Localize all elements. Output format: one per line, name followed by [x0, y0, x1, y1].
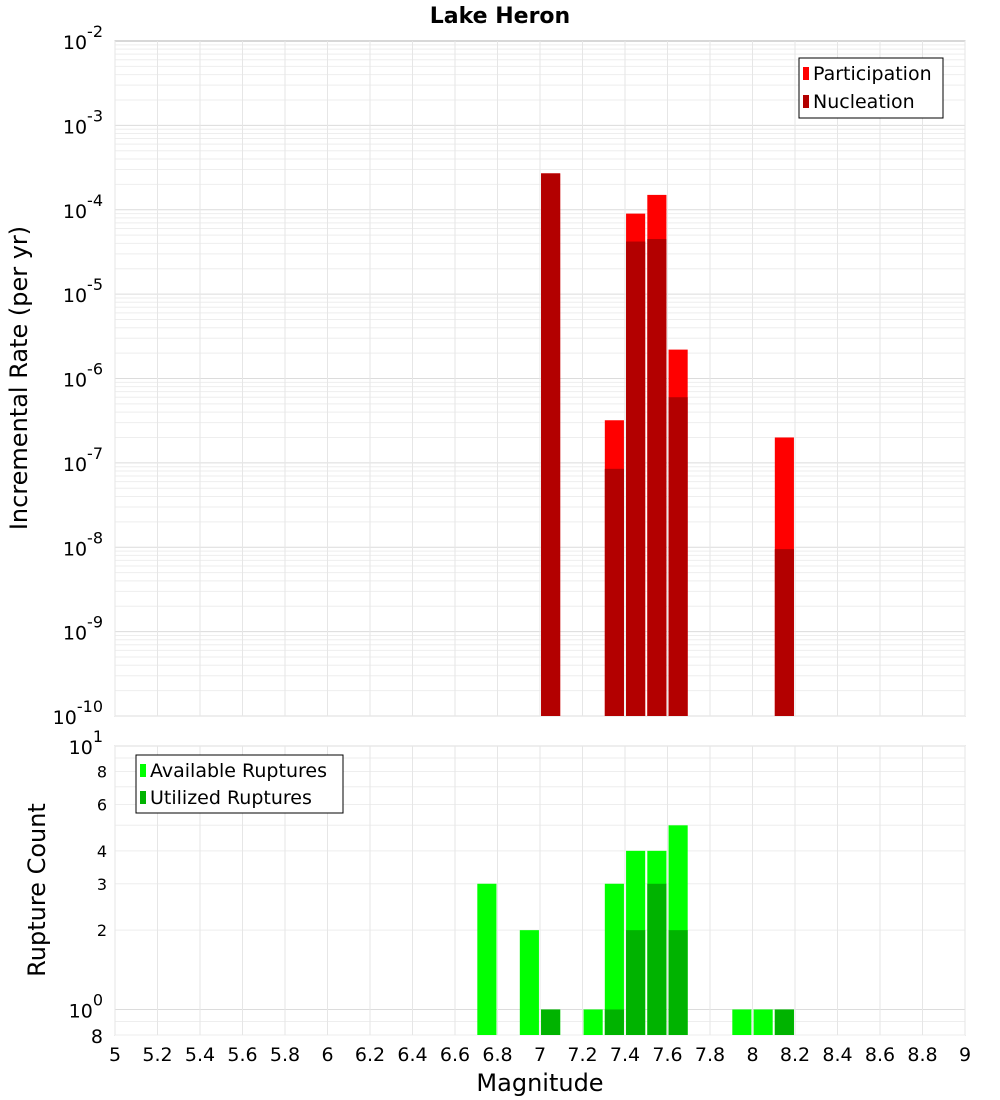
bar-utilized-ruptures [774, 1009, 794, 1035]
x-tick-label: 5.8 [270, 1044, 300, 1066]
y-tick-label: 10-3 [63, 106, 103, 138]
bar-utilized-ruptures [647, 883, 667, 1035]
x-tick-label: 6.4 [397, 1044, 427, 1066]
bar-available-ruptures [519, 930, 539, 1035]
bar-utilized-ruptures [626, 930, 646, 1035]
x-tick-label: 6 [321, 1044, 333, 1066]
legend-label-utilized: Utilized Ruptures [150, 787, 312, 809]
legend-label-available: Available Ruptures [150, 760, 327, 782]
y-tick-label: 6 [97, 795, 107, 814]
y-tick-label: 10-9 [63, 613, 103, 645]
x-tick-label: 6.2 [355, 1044, 385, 1066]
y-tick-label: 8 [91, 1026, 103, 1048]
legend-swatch-available [140, 764, 146, 777]
bar-nucleation [647, 239, 667, 716]
x-tick-label: 5 [109, 1044, 121, 1066]
legend-label-nucleation: Nucleation [813, 91, 915, 113]
y-tick-label: 10-8 [63, 528, 103, 560]
top-panel: 10-2 10-3 10-4 10-5 10-6 10-7 10-8 10-9 10-10 In… [5, 22, 966, 729]
y-tick-label: 2 [97, 921, 107, 940]
y-tick-label: 10-4 [63, 191, 103, 223]
y-tick-label: 10-6 [63, 360, 103, 392]
bar-available-ruptures [732, 1009, 752, 1035]
y-tick-label: 101 [69, 727, 103, 759]
bar-nucleation [626, 241, 646, 717]
bar-nucleation [541, 173, 561, 716]
x-tick-label: 7 [534, 1044, 546, 1066]
y-tick-label: 10-7 [63, 444, 103, 476]
bar-nucleation [604, 468, 624, 716]
legend-swatch-participation [803, 67, 809, 80]
y-tick-label: 3 [97, 875, 107, 894]
legend-label-participation: Participation [813, 63, 932, 85]
x-tick-label: 7.6 [652, 1044, 682, 1066]
y-tick-label: 8 [97, 763, 107, 782]
top-y-axis-title: Incremental Rate (per yr) [5, 226, 33, 530]
y-tick-label: 10-2 [63, 22, 103, 54]
x-tick-label: 8.4 [822, 1044, 852, 1066]
legend-swatch-utilized [140, 791, 146, 804]
x-tick-label: 7.4 [610, 1044, 640, 1066]
x-tick-label: 5.4 [185, 1044, 215, 1066]
bar-utilized-ruptures [668, 930, 688, 1035]
top-legend: Participation Nucleation [798, 57, 944, 119]
x-tick-label: 6.6 [440, 1044, 470, 1066]
x-tick-label: 7.2 [567, 1044, 597, 1066]
y-tick-label: 10-5 [63, 275, 103, 307]
y-tick-label: 10-10 [53, 697, 103, 729]
bar-nucleation [668, 397, 688, 716]
bar-available-ruptures [477, 883, 497, 1035]
y-tick-label: 4 [97, 842, 107, 861]
x-tick-label: 8 [746, 1044, 758, 1066]
bar-available-ruptures [604, 883, 624, 1035]
bottom-y-axis-title: Rupture Count [23, 803, 51, 977]
x-tick-label: 8.2 [780, 1044, 810, 1066]
x-tick-label: 7.8 [695, 1044, 725, 1066]
bottom-panel: 101 100 8 6 4 3 2 8 5 5.2 5.4 5.6 5.8 6 6.2 6.4 6.6 6.8 7… [23, 727, 971, 1097]
legend-swatch-nucleation [803, 95, 809, 108]
x-axis-title: Magnitude [476, 1069, 603, 1097]
bar-utilized-ruptures [541, 1009, 561, 1035]
bar-nucleation [774, 549, 794, 716]
chart-title: Lake Heron [430, 4, 570, 29]
bar-available-ruptures [753, 1009, 773, 1035]
bar-utilized-ruptures [604, 1009, 624, 1035]
x-tick-label: 9 [959, 1044, 971, 1066]
bar-available-ruptures [583, 1009, 603, 1035]
bottom-legend: Available Ruptures Utilized Ruptures [135, 754, 344, 814]
x-tick-label: 8.8 [907, 1044, 937, 1066]
y-tick-label: 100 [69, 990, 103, 1022]
x-tick-label: 8.6 [865, 1044, 895, 1066]
x-tick-label: 5.6 [227, 1044, 257, 1066]
x-tick-label: 6.8 [482, 1044, 512, 1066]
x-tick-label: 5.2 [142, 1044, 172, 1066]
